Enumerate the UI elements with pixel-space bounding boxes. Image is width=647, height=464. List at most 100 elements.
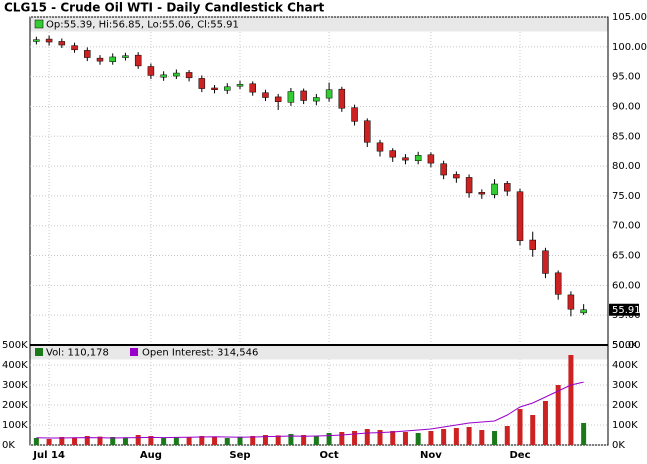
volume-bar [428, 431, 434, 445]
volume-bar [555, 385, 561, 445]
candle-body [338, 88, 346, 109]
volume-bar [313, 436, 319, 445]
volume-bar [237, 436, 243, 445]
x-tick-label: Dec [509, 450, 530, 461]
candle-body [211, 87, 218, 91]
volume-bar [173, 437, 179, 445]
volume-bar [301, 435, 307, 445]
volume-bar [122, 437, 128, 445]
candle-body [109, 56, 116, 62]
candle-body [453, 174, 460, 179]
last-price-box [609, 303, 639, 316]
x-tick-label: Nov [420, 450, 442, 461]
candle-body [554, 272, 562, 295]
volume-bar [390, 431, 396, 445]
candle-body [45, 38, 53, 43]
volume-bar [199, 436, 205, 445]
legend-bar [30, 345, 608, 360]
candle-body [185, 72, 193, 79]
open-interest-line [36, 381, 584, 439]
x-tick-label: Oct [319, 450, 338, 461]
candle-body [96, 57, 104, 62]
volume-bar [110, 437, 116, 445]
y-tick-label: 200K [2, 400, 28, 411]
candle-body [402, 157, 409, 161]
candle-body [274, 96, 282, 102]
candle-body [440, 163, 447, 176]
volume-bar [250, 436, 256, 445]
volume-bar [517, 409, 523, 445]
plot-frame [29, 16, 609, 446]
volume-bar [479, 430, 485, 445]
legend-swatch [35, 348, 43, 356]
candle-body [313, 97, 320, 102]
chart-title: CLG15 - Crude Oil WTI - Daily Candlestic… [4, 1, 325, 15]
candle-body [491, 183, 498, 195]
y-tick-label: 300K [612, 380, 638, 391]
y-tick-label: 60.00 [612, 280, 641, 291]
y-tick-label: 0K [612, 440, 625, 451]
volume-bar [212, 437, 218, 445]
volume-bar [288, 434, 294, 445]
candle-body [134, 54, 142, 67]
volume-bar [441, 429, 447, 445]
candle-body [33, 39, 40, 42]
candle-body [224, 86, 231, 91]
candle-body [249, 83, 256, 93]
volume-bar [581, 422, 587, 445]
candle-body [516, 191, 524, 241]
volume-bar [59, 437, 65, 445]
legend-swatch [34, 19, 44, 29]
volume-bar [161, 438, 167, 445]
volume-bar [262, 435, 268, 445]
candle-body [567, 294, 575, 310]
y-tick-label: 105.00 [612, 12, 647, 23]
legend-text: Open Interest: 314,546 [142, 348, 258, 359]
legend-bar [30, 17, 608, 32]
volume-bar [364, 429, 370, 445]
volume-bar [84, 436, 90, 445]
candle-body [84, 50, 91, 58]
volume-bar [492, 431, 498, 445]
y-tick-label: 70.00 [612, 221, 641, 232]
y-tick-label: 75.00 [612, 191, 641, 202]
volume-bar [186, 437, 192, 445]
volume-bar [453, 428, 459, 445]
x-tick-label: Jul 14 [32, 450, 65, 461]
y-tick-label: 500K [2, 340, 28, 351]
volume-bar [33, 438, 39, 445]
y-tick-label: 100.00 [612, 42, 647, 53]
candle-body [364, 120, 371, 143]
candle-body [465, 177, 473, 194]
y-tick-label: 85.00 [612, 131, 641, 142]
volume-bar [326, 433, 332, 445]
candle-body [325, 89, 333, 99]
x-tick-label: Aug [140, 450, 162, 461]
volume-bar [135, 435, 141, 445]
volume-bar [530, 415, 536, 445]
volume-bar [339, 432, 345, 445]
y-tick-label: 65.00 [612, 251, 641, 262]
candle-body [147, 66, 155, 76]
y-tick-label: 100K [612, 420, 638, 431]
candle-body [414, 155, 422, 161]
candle-body [71, 45, 78, 51]
legend-text: Op:55.39, Hi:56.85, Lo:55.06, Cl:55.91 [46, 20, 239, 31]
candle-body [580, 309, 587, 314]
volume-bar [46, 439, 52, 445]
legend-swatch [130, 348, 138, 356]
candle-body [389, 150, 396, 158]
volume-bar [352, 431, 358, 445]
candle-body [351, 107, 358, 122]
volume-bar [148, 436, 154, 445]
volume-bar [275, 435, 281, 445]
volume-bar [542, 401, 548, 445]
candle-body [300, 90, 307, 101]
candle-body [504, 183, 511, 192]
y-tick-label: 95.00 [612, 72, 641, 83]
volume-bar [466, 427, 472, 445]
candle-body [529, 239, 536, 250]
y-tick-label: 500K [612, 340, 638, 351]
x-tick-label: Sep [229, 450, 250, 461]
